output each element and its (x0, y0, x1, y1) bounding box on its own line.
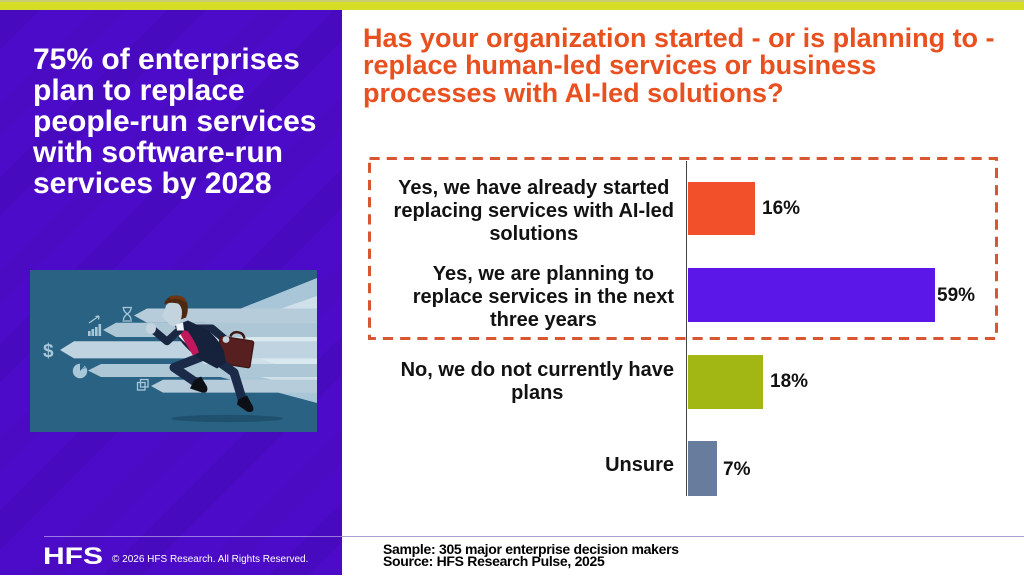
svg-text:$: $ (43, 341, 54, 362)
